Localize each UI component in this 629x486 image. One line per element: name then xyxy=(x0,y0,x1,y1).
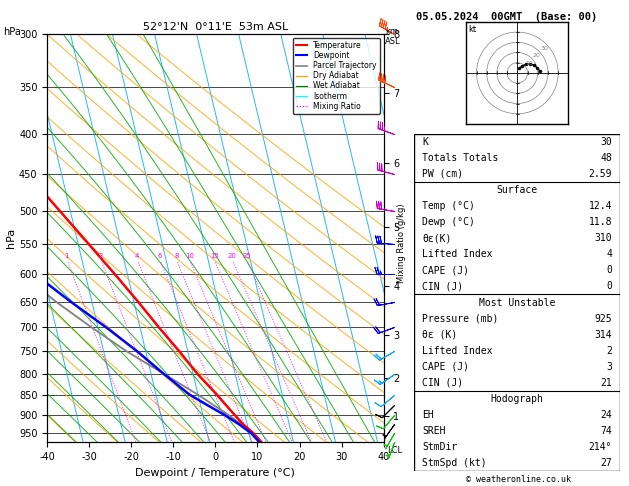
Text: hPa: hPa xyxy=(3,27,21,37)
Text: 48: 48 xyxy=(600,153,612,163)
Title: 52°12'N  0°11'E  53m ASL: 52°12'N 0°11'E 53m ASL xyxy=(143,22,288,32)
Text: Dewp (°C): Dewp (°C) xyxy=(422,217,475,227)
Text: SREH: SREH xyxy=(422,426,445,436)
Text: θε(K): θε(K) xyxy=(422,233,452,243)
Text: 10: 10 xyxy=(185,253,194,260)
Text: Hodograph: Hodograph xyxy=(491,394,543,404)
Text: 25: 25 xyxy=(242,253,251,260)
Text: 12.4: 12.4 xyxy=(589,201,612,211)
Text: 3: 3 xyxy=(606,362,612,372)
Text: Pressure (mb): Pressure (mb) xyxy=(422,313,499,324)
Text: 2: 2 xyxy=(606,346,612,356)
Text: Surface: Surface xyxy=(496,185,538,195)
Text: Totals Totals: Totals Totals xyxy=(422,153,499,163)
Text: 20: 20 xyxy=(533,53,541,58)
Y-axis label: hPa: hPa xyxy=(6,228,16,248)
Text: 310: 310 xyxy=(594,233,612,243)
Text: PW (cm): PW (cm) xyxy=(422,169,464,179)
Text: 05.05.2024  00GMT  (Base: 00): 05.05.2024 00GMT (Base: 00) xyxy=(416,12,598,22)
Text: Temp (°C): Temp (°C) xyxy=(422,201,475,211)
Text: StmDir: StmDir xyxy=(422,442,457,452)
Text: 1: 1 xyxy=(65,253,69,260)
Text: 314: 314 xyxy=(594,330,612,340)
X-axis label: Dewpoint / Temperature (°C): Dewpoint / Temperature (°C) xyxy=(135,468,296,478)
Text: CAPE (J): CAPE (J) xyxy=(422,362,469,372)
Text: 10: 10 xyxy=(526,61,533,66)
Text: 20: 20 xyxy=(228,253,237,260)
Text: 4: 4 xyxy=(135,253,140,260)
Text: 15: 15 xyxy=(210,253,219,260)
Text: km
ASL: km ASL xyxy=(385,27,401,46)
Text: 74: 74 xyxy=(600,426,612,436)
Text: 2.59: 2.59 xyxy=(589,169,612,179)
Legend: Temperature, Dewpoint, Parcel Trajectory, Dry Adiabat, Wet Adiabat, Isotherm, Mi: Temperature, Dewpoint, Parcel Trajectory… xyxy=(292,38,380,114)
Text: 24: 24 xyxy=(600,410,612,420)
Text: 925: 925 xyxy=(594,313,612,324)
Text: 11.8: 11.8 xyxy=(589,217,612,227)
Text: 8: 8 xyxy=(174,253,179,260)
Text: CIN (J): CIN (J) xyxy=(422,281,464,292)
Text: K: K xyxy=(422,137,428,147)
Text: LCL: LCL xyxy=(387,446,402,455)
Text: 0: 0 xyxy=(606,265,612,276)
Text: Lifted Index: Lifted Index xyxy=(422,249,493,260)
Text: 0: 0 xyxy=(606,281,612,292)
Text: CAPE (J): CAPE (J) xyxy=(422,265,469,276)
Text: Most Unstable: Most Unstable xyxy=(479,297,555,308)
Text: 2: 2 xyxy=(99,253,103,260)
Text: 214°: 214° xyxy=(589,442,612,452)
Text: EH: EH xyxy=(422,410,434,420)
Text: 4: 4 xyxy=(606,249,612,260)
Text: Lifted Index: Lifted Index xyxy=(422,346,493,356)
Text: © weatheronline.co.uk: © weatheronline.co.uk xyxy=(467,474,571,484)
Text: 6: 6 xyxy=(157,253,162,260)
Text: CIN (J): CIN (J) xyxy=(422,378,464,388)
Text: Mixing Ratio (g/kg): Mixing Ratio (g/kg) xyxy=(397,203,406,283)
Text: 27: 27 xyxy=(600,458,612,469)
Text: StmSpd (kt): StmSpd (kt) xyxy=(422,458,487,469)
Text: 30: 30 xyxy=(600,137,612,147)
Text: 21: 21 xyxy=(600,378,612,388)
Text: 30: 30 xyxy=(540,46,548,51)
Text: θε (K): θε (K) xyxy=(422,330,457,340)
Text: kt: kt xyxy=(469,25,477,34)
